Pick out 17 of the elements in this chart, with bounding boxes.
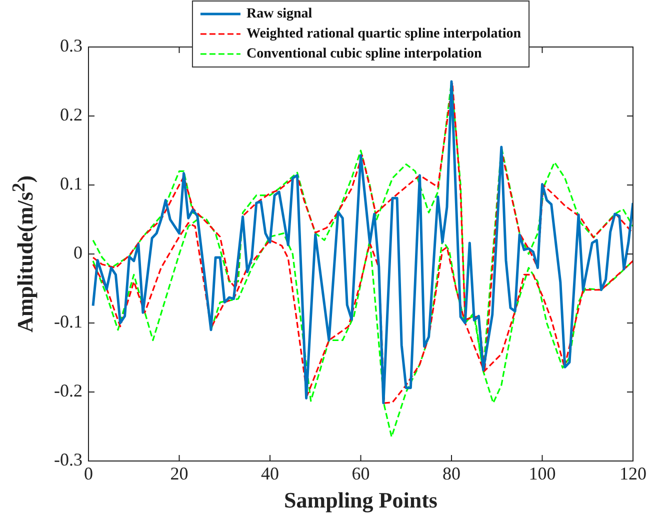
x-tick-label: 80 (442, 464, 460, 484)
y-tick-label: 0 (73, 242, 82, 263)
y-tick-label: -0.2 (54, 380, 82, 401)
legend-label: Weighted rational quartic spline interpolation (246, 26, 522, 42)
x-tick-label: 20 (170, 464, 188, 484)
x-tick-label: 60 (352, 464, 370, 484)
legend-label: Raw signal (246, 6, 312, 22)
y-tick-label: 0.3 (60, 36, 82, 56)
y-tick-label: -0.1 (54, 312, 82, 332)
x-tick-label: 100 (528, 464, 556, 484)
y-tick-label: -0.3 (54, 450, 82, 470)
y-tick-label: 0.1 (60, 174, 82, 194)
legend-label: Conventional cubic spline interpolation (246, 46, 482, 62)
x-tick-label: 120 (620, 464, 646, 484)
x-axis-title: Sampling Points (284, 487, 438, 512)
x-tick-label: 40 (260, 464, 279, 484)
y-tick-label: 0.2 (60, 104, 82, 125)
